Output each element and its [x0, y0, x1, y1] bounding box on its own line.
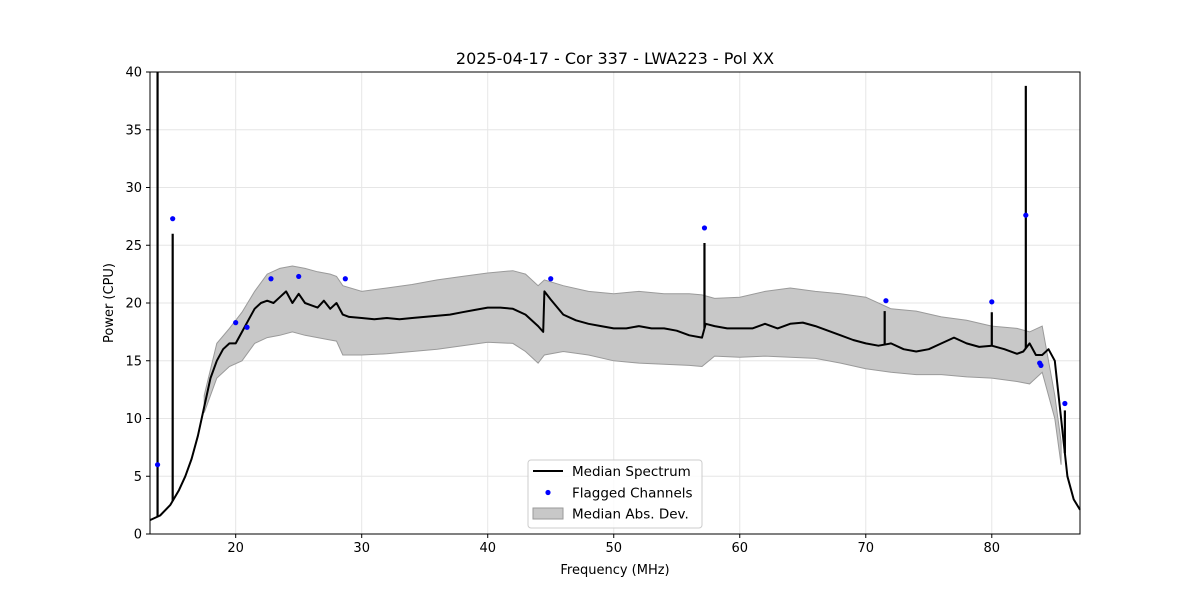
x-tick-label: 80	[984, 541, 1001, 556]
y-tick-label: 0	[134, 528, 142, 543]
flagged-points-layer	[154, 212, 1068, 468]
y-tick-label: 40	[125, 66, 142, 81]
flagged-point	[233, 320, 239, 326]
legend-box	[527, 459, 703, 529]
y-axis-label: Power (CPU)	[102, 263, 117, 343]
flagged-point	[244, 324, 250, 330]
legend-flagged-label: Flagged Channels	[572, 486, 693, 502]
y-tick-label: 10	[125, 412, 142, 427]
y-tick-label: 35	[125, 123, 142, 138]
flagged-point	[701, 225, 708, 231]
y-tick-label: 30	[125, 181, 142, 196]
x-tick-label: 40	[479, 541, 496, 556]
chart-title: 2025-04-17 - Cor 337 - LWA223 - Pol XX	[456, 49, 774, 68]
x-tick-label: 60	[731, 541, 748, 556]
x-tick-label: 50	[605, 541, 622, 556]
flagged-point	[883, 298, 889, 304]
x-axis-ticks: 20 30 40 50 60 70 80	[227, 534, 1000, 556]
legend: Median Spectrum Flagged Channels Median …	[527, 459, 703, 529]
y-axis-ticks: 0 5 10 15 20 25 30 35 40	[125, 66, 150, 543]
flagged-point	[989, 299, 995, 305]
y-tick-label: 5	[134, 470, 142, 485]
x-tick-label: 70	[857, 541, 874, 556]
y-tick-label: 25	[125, 239, 142, 254]
x-tick-label: 30	[353, 541, 370, 556]
legend-median-label: Median Spectrum	[572, 464, 691, 480]
flagged-point	[1023, 212, 1029, 218]
flagged-point	[170, 216, 176, 222]
legend-mad-label: Median Abs. Dev.	[572, 507, 689, 523]
flagged-point	[548, 276, 554, 282]
median-spectrum-line	[149, 290, 1081, 522]
flagged-point	[342, 276, 348, 282]
x-tick-label: 20	[227, 541, 244, 556]
legend-mad-swatch	[532, 507, 564, 520]
mad-band-layer	[203, 265, 1062, 465]
mad-band	[203, 265, 1062, 465]
flagged-point	[296, 273, 302, 280]
x-axis-label: Frequency (MHz)	[560, 563, 669, 578]
flagged-point	[1062, 400, 1068, 407]
y-tick-label: 15	[125, 354, 142, 369]
legend-flagged-swatch	[545, 489, 551, 496]
flagged-point	[268, 276, 274, 282]
y-tick-label: 20	[125, 297, 142, 312]
flagged-point	[1038, 362, 1044, 368]
flagged-point	[154, 462, 161, 468]
